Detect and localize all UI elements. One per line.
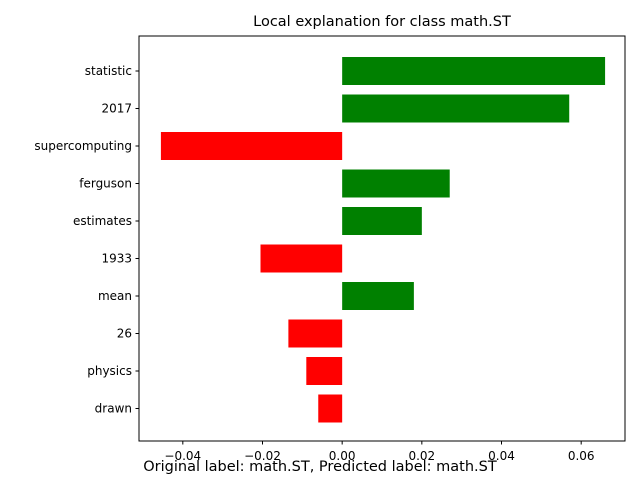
y-tick-label: 1933: [101, 252, 132, 266]
x-tick-label: 0.04: [488, 449, 515, 463]
chart-title: Local explanation for class math.ST: [253, 14, 511, 30]
y-tick-label: mean: [98, 289, 132, 303]
plot-frame: [138, 35, 626, 442]
x-axis: −0.04 −0.02 0.00 0.02 0.04 0.06: [164, 441, 595, 463]
y-axis: statistic 2017 supercomputing ferguson estim…: [34, 64, 139, 416]
y-tick-label: physics: [87, 364, 132, 378]
x-tick-label: 0.00: [329, 449, 356, 463]
x-tick-label: 0.02: [408, 449, 435, 463]
bar-2017: [342, 94, 570, 123]
y-tick-label: drawn: [95, 402, 132, 416]
bar-ferguson: [342, 169, 450, 198]
bar-mean: [342, 282, 414, 310]
bar-statistic: [342, 57, 606, 85]
y-tick-label: 26: [117, 327, 132, 341]
y-tick-label: 2017: [101, 102, 132, 116]
x-tick-label: −0.04: [164, 449, 201, 463]
y-tick-label: statistic: [85, 64, 132, 78]
y-tick-label: ferguson: [79, 177, 132, 191]
bar-26: [288, 319, 343, 348]
bar-supercomputing: [160, 132, 343, 160]
bars-group: [160, 57, 606, 423]
bar-drawn: [318, 394, 343, 423]
x-tick-label: −0.02: [244, 449, 281, 463]
label-caption: Original label: math.ST, Predicted label…: [143, 459, 497, 475]
y-tick-label: supercomputing: [34, 139, 132, 153]
y-tick-label: estimates: [73, 214, 132, 228]
x-tick-label: 0.06: [568, 449, 595, 463]
bar-physics: [306, 357, 343, 385]
bar-estimates: [342, 207, 422, 235]
bar-1933: [260, 244, 343, 273]
